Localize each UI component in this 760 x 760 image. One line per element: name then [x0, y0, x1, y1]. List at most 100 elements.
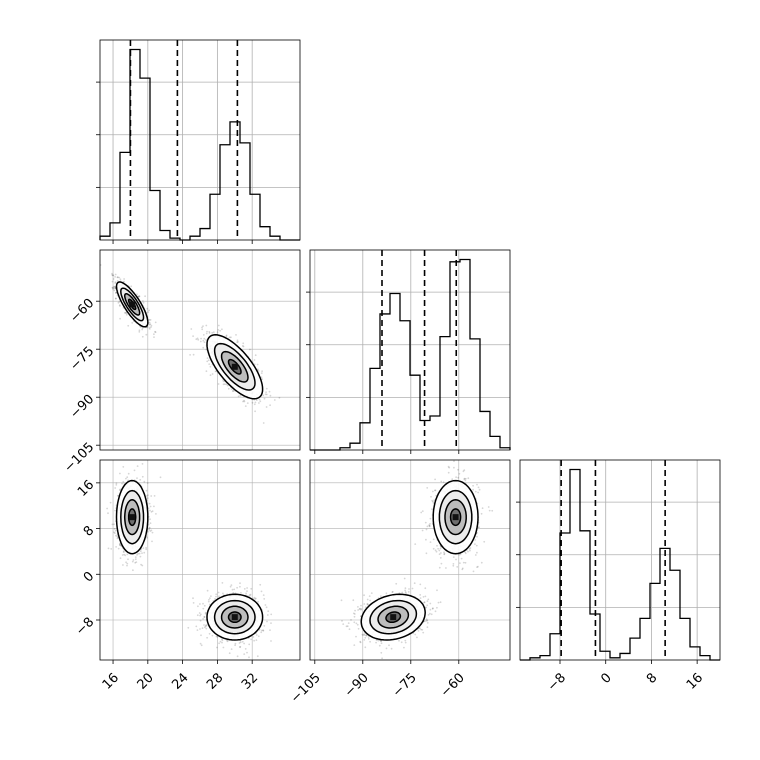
sample-point [148, 321, 151, 324]
sample-point [432, 538, 435, 541]
sample-point [472, 484, 474, 487]
sample-point [216, 331, 219, 333]
sample-point [457, 468, 459, 471]
sample-point [243, 653, 246, 655]
sample-point [138, 331, 141, 333]
sample-point [472, 488, 474, 491]
sample-point [263, 598, 266, 600]
sample-point [126, 553, 129, 556]
sample-point [424, 595, 427, 598]
sample-point [367, 638, 370, 640]
sample-point [114, 276, 116, 278]
sample-point [200, 644, 203, 647]
sample-point [111, 274, 114, 276]
sample-point [249, 348, 251, 351]
sample-point [250, 638, 253, 641]
sample-point [206, 330, 208, 333]
sample-point [217, 324, 220, 327]
sample-point [359, 640, 362, 643]
sample-point [225, 334, 228, 337]
sample-point [436, 544, 438, 547]
sample-point [255, 634, 258, 636]
sample-point [421, 510, 424, 512]
sample-point [153, 505, 155, 508]
sample-point [127, 472, 130, 475]
sample-point [461, 567, 464, 570]
sample-point [228, 336, 231, 339]
sample-point [269, 629, 271, 631]
sample-point [424, 587, 427, 590]
sample-point [469, 549, 471, 552]
sample-point [115, 297, 117, 300]
sample-point [258, 398, 261, 401]
sample-point [378, 644, 381, 647]
panel-frame [99, 39, 301, 241]
sample-point [203, 337, 206, 340]
sample-point [139, 478, 142, 481]
sample-point [254, 354, 257, 357]
sample-point [467, 550, 469, 553]
density-peak [129, 301, 136, 308]
sample-point [262, 594, 265, 596]
sample-point [424, 521, 427, 524]
sample-point [425, 538, 427, 541]
sample-point [244, 648, 247, 650]
sample-point [209, 365, 212, 368]
panel-frame [99, 249, 301, 451]
sample-point [145, 546, 148, 549]
sample-point [221, 641, 223, 644]
sample-point [357, 609, 359, 611]
sample-point [208, 598, 210, 601]
sample-point [405, 592, 407, 595]
sample-point [151, 531, 154, 534]
sample-point [192, 597, 194, 600]
sample-point [107, 512, 109, 515]
sample-point [222, 380, 225, 383]
sample-point [113, 285, 115, 288]
sample-point [217, 591, 220, 594]
sample-point [111, 272, 113, 275]
sample-point [112, 288, 114, 290]
sample-point [141, 552, 143, 554]
sample-point [150, 529, 153, 532]
histogram-panel-0 [96, 39, 301, 241]
sample-point [475, 544, 478, 547]
sample-point [421, 529, 424, 532]
sample-point [208, 332, 211, 334]
sample-point [430, 495, 432, 498]
scatter-panel-2-0 [99, 459, 301, 661]
sample-point [209, 597, 211, 600]
sample-point [149, 530, 152, 532]
sample-point [199, 603, 201, 605]
density-peak [129, 514, 136, 521]
sample-point [207, 359, 210, 362]
sample-point [146, 497, 149, 499]
sample-point [205, 370, 208, 373]
sample-point [270, 622, 272, 624]
sample-point [432, 547, 435, 550]
sample-point [199, 628, 201, 630]
sample-point [474, 554, 477, 556]
sample-point [141, 335, 144, 338]
sample-point [448, 466, 451, 469]
sample-point [257, 635, 260, 638]
sample-point [259, 400, 262, 403]
sample-point [414, 543, 417, 545]
sample-point [253, 596, 256, 599]
sample-point [420, 511, 423, 514]
sample-point [137, 295, 140, 298]
sample-point [231, 588, 234, 591]
sample-point [453, 460, 455, 462]
sample-point [257, 600, 259, 603]
sample-point [187, 626, 190, 629]
sample-point [260, 631, 263, 634]
sample-point [198, 612, 201, 614]
sample-point [236, 341, 239, 344]
sample-point [452, 563, 455, 565]
sample-point [113, 285, 116, 288]
sample-point [148, 309, 151, 312]
sample-point [137, 552, 139, 555]
sample-point [243, 588, 246, 590]
sample-point [432, 490, 434, 493]
sample-point [140, 563, 143, 566]
